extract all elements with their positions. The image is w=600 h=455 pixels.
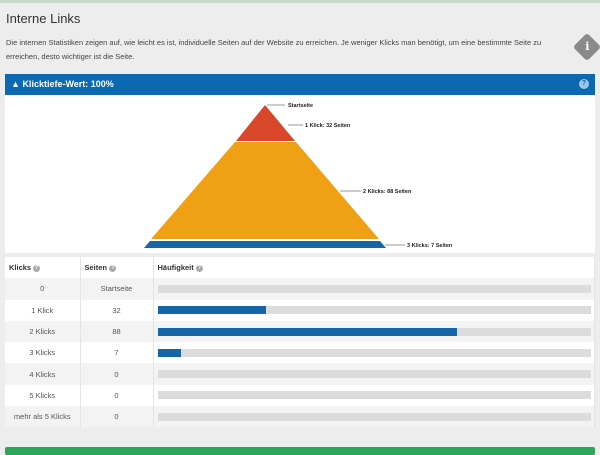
table-row: 0 Startseite: [5, 278, 595, 300]
page-title: Interne Links: [6, 11, 81, 26]
question-icon[interactable]: ?: [109, 264, 117, 272]
seiten-cell: 88: [80, 320, 154, 343]
haeufigkeit-cell: [153, 363, 595, 385]
pyramid-label: Startseite: [288, 103, 313, 109]
haeufigkeit-cell: [153, 299, 595, 321]
panel-header: ▲ Klicktiefe-Wert: 100% ?: [5, 74, 595, 95]
frequency-bar: [157, 391, 591, 400]
next-panel-header: [5, 447, 595, 455]
frequency-bar: [157, 327, 591, 336]
seiten-cell: Startseite: [80, 278, 154, 300]
page-description: Die internen Statistiken zeigen auf, wie…: [6, 38, 542, 61]
frequency-bar: [157, 284, 591, 293]
seiten-cell: 0: [80, 363, 154, 385]
pyramid-chart: Startseite 1 Klick: 32 Seiten 2 Klicks: …: [5, 95, 595, 253]
klicks-cell: 3 Klicks: [5, 342, 81, 364]
frequency-bar: [157, 412, 591, 421]
haeufigkeit-cell: [153, 320, 595, 343]
seiten-cell: 7: [80, 342, 154, 364]
haeufigkeit-cell: [153, 278, 595, 300]
header-klicks: Klicks ?: [5, 257, 81, 279]
frequency-bar-fill: [157, 306, 266, 315]
seiten-cell: 0: [80, 406, 154, 428]
frequency-bar: [157, 370, 591, 379]
seiten-cell: 32: [80, 299, 154, 321]
question-icon[interactable]: ?: [33, 264, 41, 272]
table-row: 4 Klicks 0: [5, 363, 595, 385]
pyramid-level-3: [144, 241, 386, 248]
pyramid-level-2: [151, 142, 379, 239]
question-icon[interactable]: ?: [195, 264, 203, 272]
pyramid-label: 1 Klick: 32 Seiten: [305, 123, 351, 129]
table-row: 5 Klicks 0: [5, 384, 595, 407]
header-haeufigkeit: Häufigkeit ?: [153, 257, 595, 279]
klicks-cell: 4 Klicks: [5, 363, 81, 385]
table-row: 1 Klick 32: [5, 299, 595, 321]
info-icon[interactable]: i: [572, 32, 600, 62]
click-depth-table: Klicks ? Seiten ? Häufigkeit ? 0 Startse…: [5, 257, 595, 428]
table-row: mehr als 5 Klicks 0: [5, 406, 595, 428]
frequency-bar: [157, 348, 591, 357]
frequency-bar: [157, 306, 591, 315]
pyramid-level-1: [236, 105, 295, 141]
haeufigkeit-cell: [153, 406, 595, 428]
haeufigkeit-cell: [153, 342, 595, 364]
pyramid-label: 3 Klicks: 7 Seiten: [407, 243, 453, 249]
table-row: 2 Klicks 88: [5, 320, 595, 343]
panel-title: Klicktiefe-Wert: 100%: [22, 79, 114, 89]
table-row: 3 Klicks 7: [5, 342, 595, 364]
seiten-cell: 0: [80, 384, 154, 407]
haeufigkeit-cell: [153, 384, 595, 407]
frequency-bar-fill: [157, 348, 182, 357]
klicks-cell: 2 Klicks: [5, 320, 81, 343]
klicks-cell: 5 Klicks: [5, 384, 81, 407]
klicks-cell: 0: [5, 278, 81, 300]
sitemap-icon: ▲: [11, 79, 20, 89]
klicks-cell: mehr als 5 Klicks: [5, 406, 81, 428]
question-icon[interactable]: ?: [579, 79, 589, 89]
frequency-bar-fill: [157, 327, 457, 336]
pyramid-label: 2 Klicks: 88 Seiten: [363, 189, 412, 195]
klicks-cell: 1 Klick: [5, 299, 81, 321]
header-seiten: Seiten ?: [80, 257, 154, 279]
